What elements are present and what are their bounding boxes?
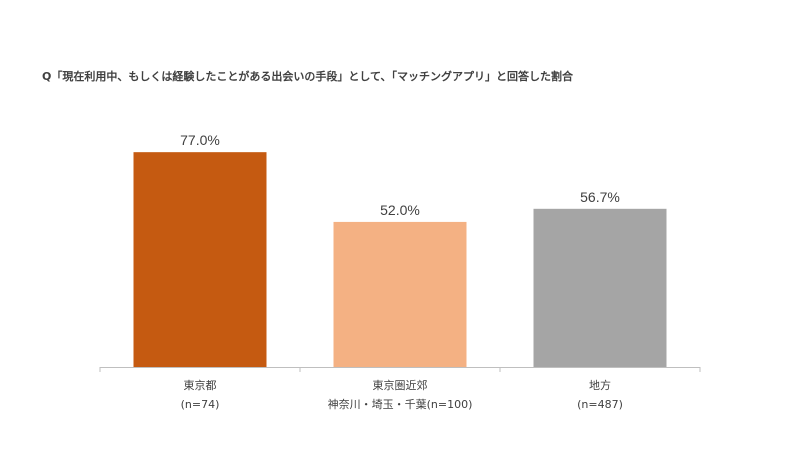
category-label-3-line-2: (n=487) — [577, 398, 623, 411]
bars-layer — [133, 152, 667, 367]
x-axis-ticks — [99, 367, 701, 372]
bar-3 — [533, 208, 667, 367]
category-label-2-line-2: 神奈川・埼玉・千葉(n=100) — [328, 397, 473, 411]
value-labels-layer: 77.0% 52.0% 56.7% — [180, 132, 620, 218]
chart-title: Q「現在利用中、もしくは経験したことがある出会いの手段」として、「マッチングアプ… — [42, 70, 573, 83]
category-label-3-line-1: 地方 — [589, 378, 611, 392]
value-label-1: 77.0% — [180, 132, 220, 148]
bar-2 — [333, 221, 467, 367]
value-label-2: 52.0% — [380, 202, 420, 218]
category-label-1-line-2: (n=74) — [181, 398, 220, 411]
value-label-3: 56.7% — [580, 189, 620, 205]
category-label-1-line-1: 東京都 — [184, 378, 217, 392]
category-label-2-line-1: 東京圏近郊 — [373, 378, 428, 392]
bar-1 — [133, 152, 267, 367]
